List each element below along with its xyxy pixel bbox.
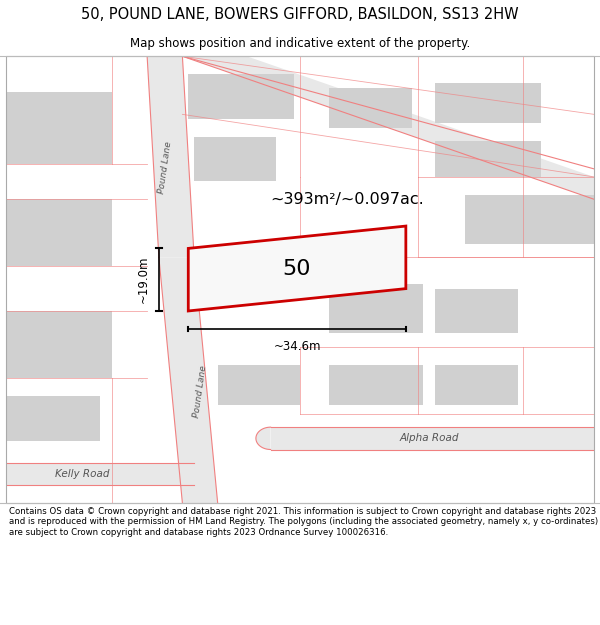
Text: Pound Lane: Pound Lane xyxy=(192,364,208,418)
Bar xyxy=(435,289,518,333)
Bar xyxy=(6,311,112,378)
Bar xyxy=(464,195,594,244)
Bar xyxy=(6,92,112,164)
Bar xyxy=(435,83,541,123)
Text: 50: 50 xyxy=(283,259,311,279)
Bar xyxy=(6,199,112,266)
Bar xyxy=(329,364,424,405)
Text: Map shows position and indicative extent of the property.: Map shows position and indicative extent… xyxy=(130,37,470,50)
Polygon shape xyxy=(147,56,194,258)
Polygon shape xyxy=(188,226,406,311)
Text: Kelly Road: Kelly Road xyxy=(55,469,110,479)
Bar xyxy=(435,141,541,177)
Text: ~19.0m: ~19.0m xyxy=(137,256,150,303)
Text: Pound Lane: Pound Lane xyxy=(157,141,173,195)
Bar xyxy=(6,396,100,441)
Text: 50, POUND LANE, BOWERS GIFFORD, BASILDON, SS13 2HW: 50, POUND LANE, BOWERS GIFFORD, BASILDON… xyxy=(81,8,519,22)
Polygon shape xyxy=(271,427,594,449)
Polygon shape xyxy=(159,258,218,503)
Text: ~34.6m: ~34.6m xyxy=(274,340,321,353)
Bar xyxy=(218,364,300,405)
Polygon shape xyxy=(6,463,194,485)
Text: Contains OS data © Crown copyright and database right 2021. This information is : Contains OS data © Crown copyright and d… xyxy=(9,507,598,537)
Polygon shape xyxy=(182,34,594,199)
Text: ~393m²/~0.097ac.: ~393m²/~0.097ac. xyxy=(270,192,424,207)
Bar xyxy=(188,74,294,119)
Bar xyxy=(329,88,412,128)
Bar xyxy=(329,284,424,333)
Bar xyxy=(194,137,277,181)
Text: Alpha Road: Alpha Road xyxy=(400,433,459,443)
Bar xyxy=(435,364,518,405)
Wedge shape xyxy=(256,427,271,449)
